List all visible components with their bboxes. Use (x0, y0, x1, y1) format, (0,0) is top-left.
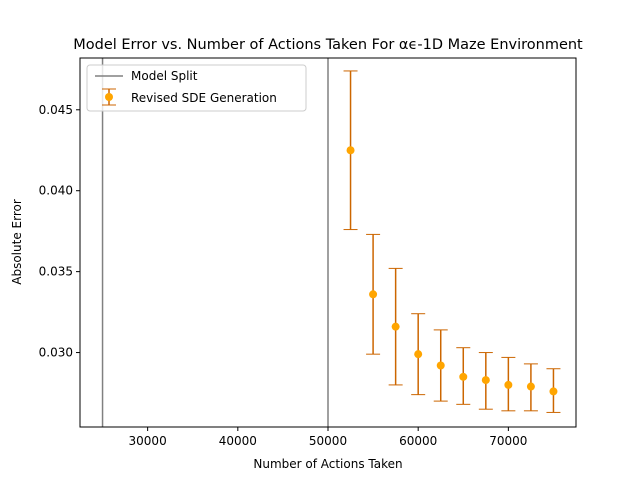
data-point (526, 382, 535, 391)
y-axis-ticks: 0.030 0.035 0.040 0.045 (39, 103, 80, 360)
data-points (346, 146, 558, 396)
x-axis-ticks: 30000 40000 50000 60000 70000 (129, 427, 527, 448)
data-point (346, 146, 355, 155)
x-tick-label: 60000 (399, 434, 437, 448)
data-point (504, 380, 513, 389)
data-point (549, 387, 558, 396)
legend-model-split-label: Model Split (131, 69, 198, 83)
x-tick-label: 30000 (129, 434, 167, 448)
data-point (459, 372, 468, 381)
x-tick-label: 40000 (219, 434, 257, 448)
data-point (481, 376, 490, 385)
x-axis-label: Number of Actions Taken (253, 457, 402, 471)
y-tick-label: 0.035 (39, 265, 73, 279)
data-point (436, 361, 445, 370)
x-tick-label: 50000 (309, 434, 347, 448)
model-split-lines (101, 58, 329, 427)
data-point (391, 322, 400, 331)
y-axis-label: Absolute Error (10, 199, 24, 285)
x-tick-label: 70000 (489, 434, 527, 448)
legend-sde-marker (105, 93, 113, 101)
legend-sde-label: Revised SDE Generation (131, 91, 277, 105)
chart-title: Model Error vs. Number of Actions Taken … (73, 37, 583, 53)
y-tick-label: 0.040 (39, 184, 73, 198)
y-tick-label: 0.045 (39, 103, 73, 117)
data-point (414, 350, 423, 359)
legend: Model Split Revised SDE Generation (86, 64, 307, 112)
legend-box (86, 64, 307, 112)
data-point (369, 290, 378, 299)
y-tick-label: 0.030 (39, 346, 73, 360)
